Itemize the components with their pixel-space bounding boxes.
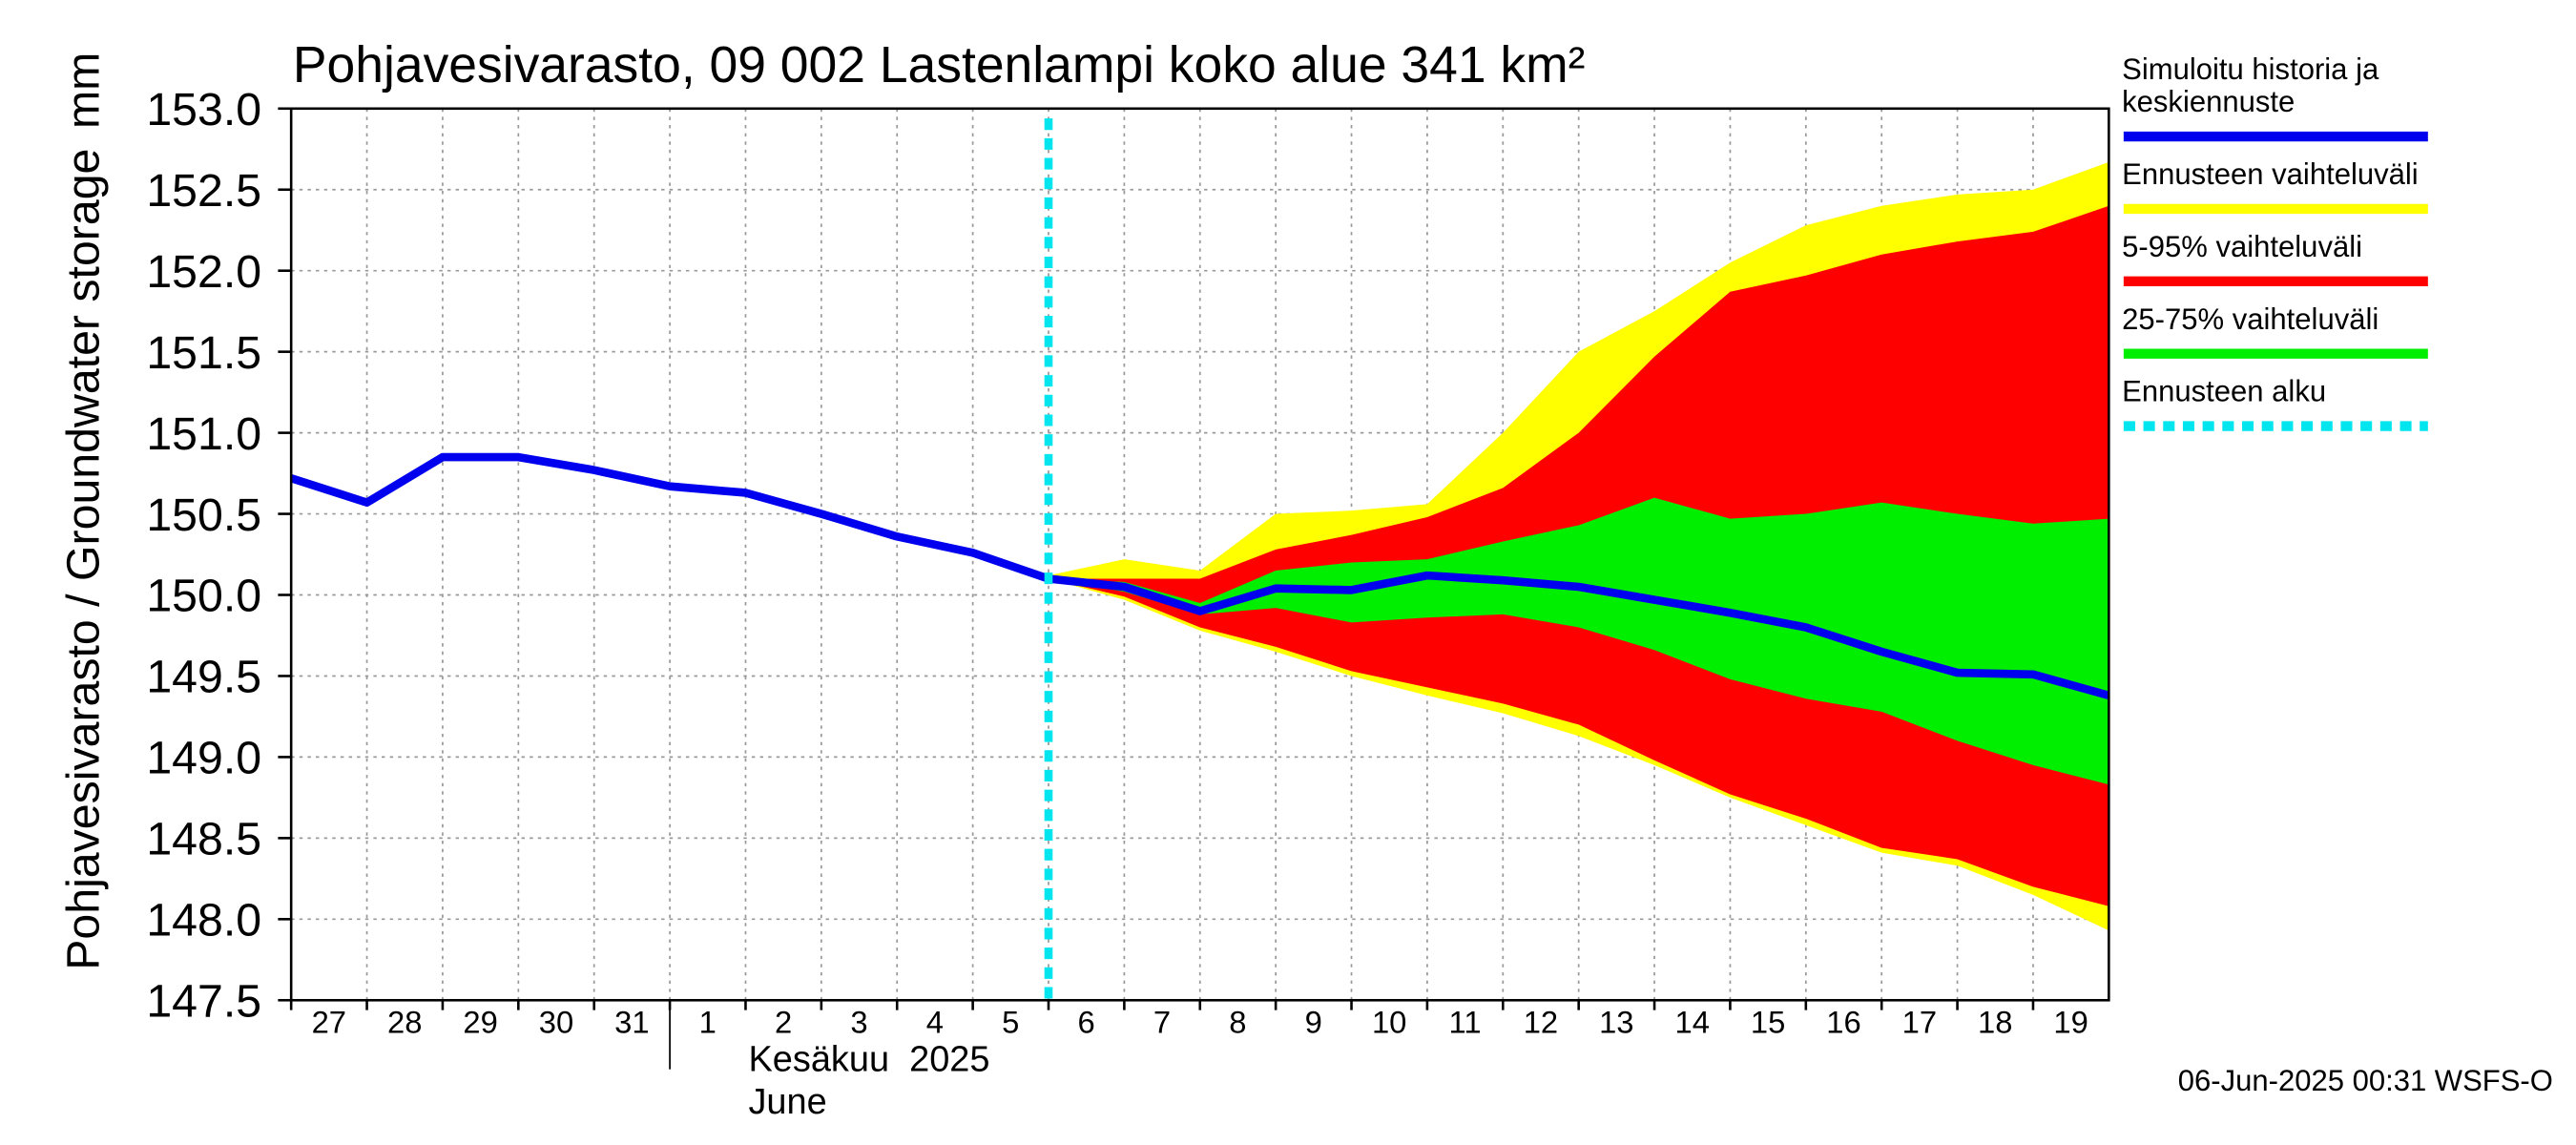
plot-frame: [289, 107, 2110, 1002]
x-tick-label: 3: [850, 1005, 867, 1040]
legend-label: Simuloitu historia ja keskiennuste: [2122, 52, 2379, 119]
y-tick-label: 150.5: [146, 489, 261, 541]
x-tick-label: 28: [387, 1005, 422, 1040]
y-tick-label: 149.0: [146, 733, 261, 784]
series-line: [289, 452, 2110, 700]
y-axis-unit: mm: [57, 52, 109, 129]
y-tick-label: 153.0: [146, 84, 261, 135]
x-tick-label: 4: [926, 1005, 944, 1040]
legend-label-box: 5-95% vaihteluväli: [2122, 230, 2363, 263]
x-tick-label: 31: [614, 1005, 649, 1040]
y-tick-label: 148.5: [146, 814, 261, 865]
x-tick-label: 13: [1599, 1005, 1633, 1040]
legend: Simuloitu historia ja keskiennuste Ennust…: [2122, 52, 2428, 431]
month-label: Kesäkuu 2025: [748, 1039, 989, 1079]
y-tick-label: 151.0: [146, 408, 261, 460]
legend-label-box: Simuloitu historia ja keskiennuste: [2122, 52, 2379, 119]
legend-label: Ennusteen alku: [2122, 375, 2327, 408]
chart-title: Pohjavesivarasto, 09 002 Lastenlampi kok…: [293, 37, 1586, 94]
x-tick-label: 19: [2053, 1005, 2088, 1040]
x-tick-label: 30: [539, 1005, 573, 1040]
x-tick-label: 2: [775, 1005, 792, 1040]
x-tick-label: 11: [1449, 1005, 1482, 1040]
x-tick-label: 18: [1978, 1005, 2012, 1040]
x-tick-label: 8: [1229, 1005, 1246, 1040]
legend-label: Ennusteen vaihteluväli: [2122, 157, 2419, 191]
forecast-band: [1048, 497, 2109, 785]
month-label-en: June: [748, 1082, 826, 1122]
x-tick-label: 14: [1674, 1005, 1709, 1040]
y-tick-label: 147.5: [146, 976, 261, 1028]
x-tick-label: 15: [1751, 1005, 1785, 1040]
legend-label-box: 25-75% vaihteluväli: [2122, 302, 2379, 336]
footer: 06-Jun-2025 00:31 WSFS-O: [2178, 1064, 2553, 1097]
x-tick-label: 29: [463, 1005, 497, 1040]
x-tick-label: 27: [312, 1005, 346, 1040]
y-tick-label: 149.5: [146, 652, 261, 703]
legend-label-box: Ennusteen vaihteluväli: [2122, 157, 2419, 191]
x-tick-label: 10: [1372, 1005, 1406, 1040]
y-tick-label: 148.0: [146, 895, 261, 947]
plot-area: 147.5 148.0 148.5 149.0 149.5 150.0 150.5 151.0…: [146, 84, 2110, 1070]
x-tick-label: 1: [699, 1005, 717, 1040]
legend-label: 25-75% vaihteluväli: [2122, 302, 2379, 336]
x-tick-label: 12: [1524, 1005, 1558, 1040]
x-tick-label: 5: [1002, 1005, 1019, 1040]
legend-label: 5-95% vaihteluväli: [2122, 230, 2363, 263]
x-tick-label: 9: [1305, 1005, 1322, 1040]
x-tick-label: 17: [1902, 1005, 1937, 1040]
x-tick-label: 16: [1826, 1005, 1860, 1040]
y-tick-label: 152.0: [146, 246, 261, 298]
y-axis-label: Pohjavesivarasto / Groundwater storage: [57, 149, 109, 970]
y-tick-label: 150.0: [146, 571, 261, 622]
x-tick-label: 6: [1078, 1005, 1095, 1040]
legend-label-box: Ennusteen alku: [2122, 375, 2327, 408]
y-tick-label: 152.5: [146, 165, 261, 217]
x-tick-label: 7: [1153, 1005, 1171, 1040]
y-tick-label: 151.5: [146, 327, 261, 379]
